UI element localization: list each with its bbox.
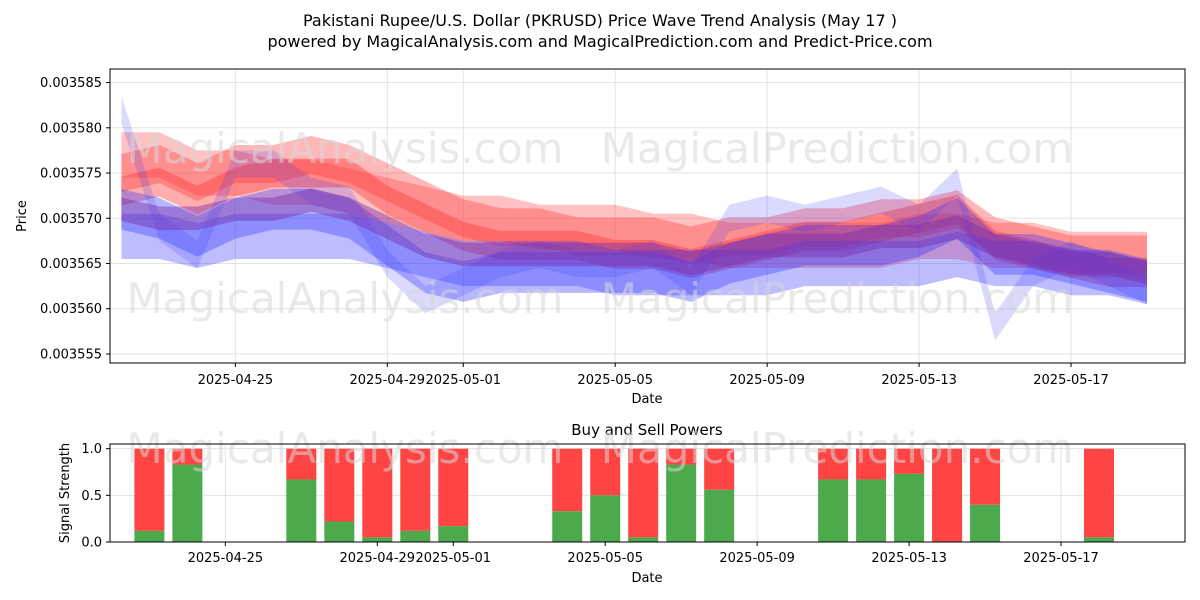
- signal-x-tick-label: 2025-04-25: [188, 551, 264, 566]
- price-x-tick-label: 2025-05-13: [881, 373, 957, 388]
- signal-x-tick-label: 2025-05-05: [567, 551, 643, 566]
- price-x-tick-label: 2025-04-29: [350, 373, 426, 388]
- signal-plot: Buy and Sell Powers MagicalAnalysis.com …: [58, 421, 1186, 586]
- wave-band-red-0: [121, 135, 1147, 274]
- sell-bar: [400, 448, 431, 531]
- signal-x-tick-label: 2025-04-29: [340, 551, 416, 566]
- signal-x-tick-label: 2025-05-01: [415, 551, 491, 566]
- signal-y-tick-label: 1.0: [81, 442, 102, 457]
- price-wave-bands: [121, 96, 1147, 341]
- price-y-tick-label: 0.003580: [40, 121, 102, 136]
- sell-bar: [628, 448, 659, 538]
- signal-x-tick-label: 2025-05-17: [1023, 551, 1099, 566]
- buy-bar: [666, 464, 697, 542]
- price-y-tick-label: 0.003560: [40, 302, 102, 317]
- buy-bar: [172, 464, 203, 542]
- buy-bar: [552, 511, 583, 542]
- signal-x-axis-label: Date: [631, 571, 662, 586]
- price-grid: [110, 69, 1185, 363]
- buy-bar: [362, 537, 393, 542]
- sell-bar: [666, 448, 697, 465]
- signal-y-tick-label: 0.5: [81, 489, 102, 504]
- buy-bar: [894, 473, 925, 542]
- price-x-ticks: 2025-04-25 2025-04-29 2025-05-01 2025-05-05…: [198, 363, 1109, 388]
- sell-bar: [932, 448, 963, 542]
- signal-y-ticks: 0.0 0.5 1.0: [81, 442, 110, 551]
- sell-bar: [134, 448, 165, 531]
- price-x-tick-label: 2025-05-09: [729, 373, 805, 388]
- buy-bar: [856, 479, 887, 542]
- price-y-tick-label: 0.003585: [40, 76, 102, 91]
- signal-x-tick-label: 2025-05-09: [719, 551, 795, 566]
- sell-bar: [704, 448, 735, 490]
- sell-bar: [438, 448, 469, 527]
- sell-bar: [590, 448, 621, 496]
- signal-y-axis-label: Signal Strength: [58, 443, 73, 543]
- watermark-bottom-right: MagicalPrediction.com: [601, 424, 1074, 473]
- signal-x-tick-label: 2025-05-13: [871, 551, 947, 566]
- wave-band-blue-5: [121, 213, 1147, 305]
- chart-title-line1: Pakistani Rupee/U.S. Dollar (PKRUSD) Pri…: [303, 11, 897, 30]
- price-x-tick-label: 2025-05-05: [577, 373, 653, 388]
- watermark-mid-left: MagicalAnalysis.com: [127, 274, 564, 323]
- buy-bar: [704, 489, 735, 542]
- price-y-tick-label: 0.003570: [40, 212, 102, 227]
- signal-bars: [134, 448, 1115, 542]
- buy-bar: [818, 479, 849, 542]
- buy-bar: [970, 504, 1001, 542]
- watermark-mid-right: MagicalPrediction.com: [601, 274, 1074, 323]
- signal-x-ticks: 2025-04-25 2025-04-29 2025-05-01 2025-05-05…: [188, 542, 1099, 566]
- buy-bar: [590, 495, 621, 542]
- price-plot: MagicalAnalysis.com MagicalPrediction.co…: [15, 68, 1186, 407]
- price-y-tick-label: 0.003555: [40, 347, 102, 362]
- sell-bar: [1084, 448, 1115, 538]
- buy-bar: [400, 530, 431, 542]
- watermark-top-left: MagicalAnalysis.com: [127, 124, 564, 173]
- wave-band-red-2: [121, 132, 1147, 278]
- buy-bar: [324, 521, 355, 542]
- price-x-tick-label: 2025-04-25: [198, 373, 274, 388]
- sell-bar: [362, 448, 393, 538]
- buy-bar: [134, 530, 165, 542]
- buy-bar: [1084, 537, 1115, 542]
- price-plot-frame: [109, 68, 1186, 364]
- sell-bar: [172, 448, 203, 465]
- sell-bar: [818, 448, 849, 480]
- price-y-tick-label: 0.003575: [40, 167, 102, 182]
- wave-band-red-1: [121, 158, 1147, 287]
- price-y-axis-label: Price: [15, 200, 30, 232]
- sell-bar: [856, 448, 887, 480]
- chart-title-line2: powered by MagicalAnalysis.com and Magic…: [267, 32, 932, 51]
- sell-bar: [970, 448, 1001, 505]
- sell-bar: [324, 448, 355, 522]
- wave-band-blue-4: [121, 188, 1147, 302]
- watermark-top-right: MagicalPrediction.com: [601, 124, 1074, 173]
- price-y-ticks: 0.003555 0.003560 0.003565 0.003570 0.003575…: [40, 76, 110, 362]
- sell-bar: [286, 448, 317, 480]
- sell-bar: [552, 448, 583, 512]
- price-x-tick-label: 2025-05-17: [1033, 373, 1109, 388]
- price-x-axis-label: Date: [631, 392, 662, 407]
- buy-bar: [628, 537, 659, 542]
- wave-band-purple-6: [121, 188, 1147, 285]
- buy-bar: [286, 479, 317, 542]
- signal-title: Buy and Sell Powers: [571, 421, 723, 439]
- signal-plot-frame: [109, 443, 1186, 543]
- signal-y-tick-label: 0.0: [81, 536, 102, 551]
- price-x-tick-label: 2025-05-01: [425, 373, 501, 388]
- sell-bar: [894, 448, 925, 474]
- price-y-tick-label: 0.003565: [40, 257, 102, 272]
- watermark-bottom-left: MagicalAnalysis.com: [127, 424, 564, 473]
- buy-bar: [438, 526, 469, 542]
